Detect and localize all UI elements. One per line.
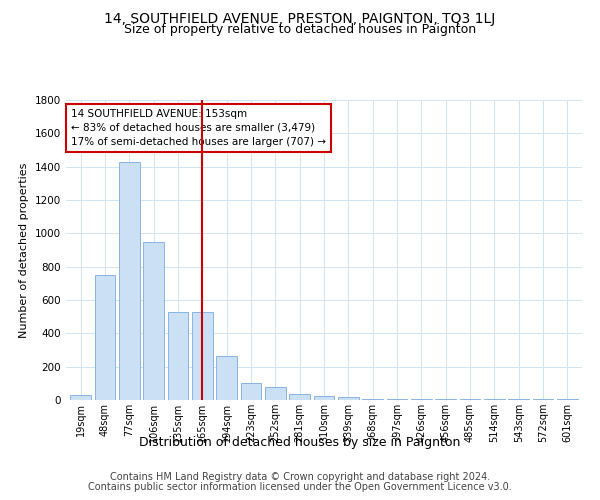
Bar (338, 397, 359, 400)
Bar (70, 395, 91, 400)
Text: 14 SOUTHFIELD AVENUE: 153sqm
← 83% of detached houses are smaller (3,479)
17% of: 14 SOUTHFIELD AVENUE: 153sqm ← 83% of de… (71, 109, 326, 147)
Text: Contains HM Land Registry data © Crown copyright and database right 2024.: Contains HM Land Registry data © Crown c… (110, 472, 490, 482)
Bar (386, 398, 407, 400)
Text: Distribution of detached houses by size in Paignton: Distribution of detached houses by size … (139, 436, 461, 449)
Text: 14, SOUTHFIELD AVENUE, PRESTON, PAIGNTON, TQ3 1LJ: 14, SOUTHFIELD AVENUE, PRESTON, PAIGNTON… (104, 12, 496, 26)
Text: Contains public sector information licensed under the Open Government Licence v3: Contains public sector information licen… (88, 482, 512, 492)
Bar (460, 398, 481, 400)
Bar (411, 398, 432, 400)
Bar (484, 398, 505, 400)
Bar (508, 398, 529, 400)
Bar (216, 356, 237, 400)
Text: Size of property relative to detached houses in Paignton: Size of property relative to detached ho… (124, 22, 476, 36)
Bar (557, 398, 578, 400)
Bar (192, 312, 212, 400)
Bar (143, 242, 164, 400)
Bar (167, 312, 188, 400)
Bar (289, 394, 310, 400)
Bar (119, 162, 140, 400)
Bar (533, 398, 553, 400)
Bar (95, 275, 115, 400)
Bar (362, 398, 383, 400)
Bar (241, 384, 262, 400)
Bar (436, 398, 456, 400)
Y-axis label: Number of detached properties: Number of detached properties (19, 162, 29, 338)
Bar (314, 396, 334, 400)
Bar (265, 386, 286, 400)
